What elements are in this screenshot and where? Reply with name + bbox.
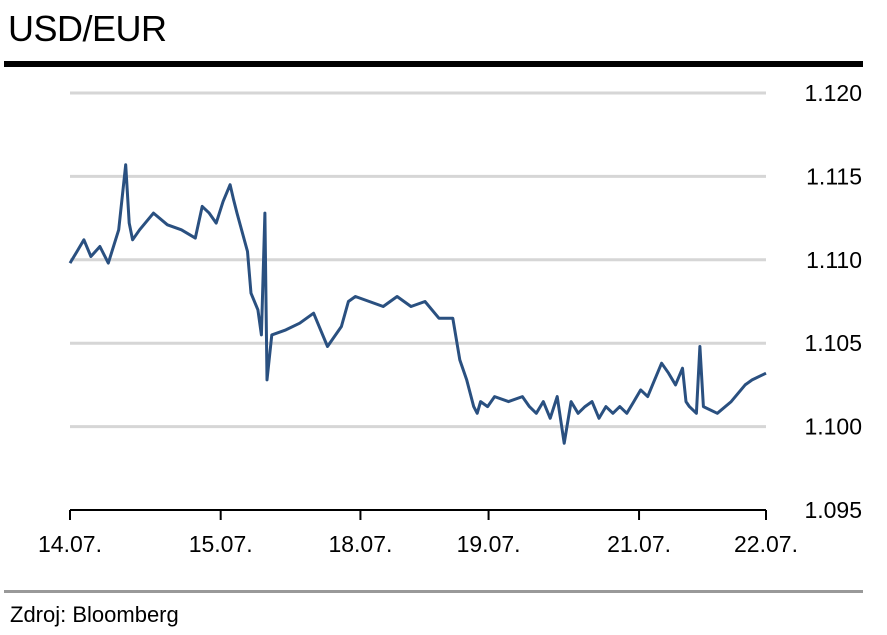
y-tick-labels: 1.095 1.100 1.105 1.110 1.115 1.120 bbox=[804, 80, 862, 523]
usd-eur-series-line bbox=[68, 163, 767, 445]
x-tick-label: 21.07. bbox=[607, 531, 671, 557]
y-tick-label: 1.115 bbox=[806, 163, 862, 189]
chart-title: USD/EUR bbox=[8, 8, 167, 49]
y-tick-label: 1.100 bbox=[804, 414, 862, 440]
series-line bbox=[68, 163, 767, 445]
x-tick-label: 18.07. bbox=[328, 531, 392, 557]
x-tick-label: 22.07. bbox=[734, 531, 798, 557]
footer-rule bbox=[4, 590, 863, 593]
x-axis bbox=[69, 509, 767, 520]
x-tick-labels: 14.07. 15.07. 18.07. 19.07. 21.07. 22.07. bbox=[38, 531, 798, 557]
source-note: Zdroj: Bloomberg bbox=[10, 602, 179, 627]
usd-eur-line-chart: 1.095 1.100 1.105 1.110 1.115 1.120 14.07. 15.… bbox=[38, 80, 862, 557]
title-rule bbox=[4, 61, 863, 67]
x-tick-label: 14.07. bbox=[38, 531, 102, 557]
y-tick-label: 1.110 bbox=[806, 247, 862, 273]
y-tick-label: 1.095 bbox=[804, 497, 862, 523]
x-tick-label: 19.07. bbox=[457, 531, 521, 557]
y-tick-label: 1.105 bbox=[804, 330, 862, 356]
x-tick-label: 15.07. bbox=[189, 531, 253, 557]
y-tick-label: 1.120 bbox=[804, 80, 862, 106]
grid-lines bbox=[70, 91, 766, 429]
